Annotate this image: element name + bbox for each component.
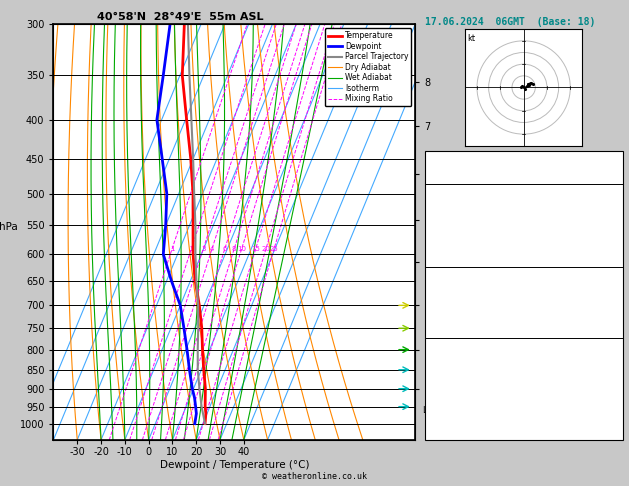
Text: 25: 25 [270,245,279,252]
Text: 1009: 1009 [600,280,621,290]
Text: StmDir: StmDir [427,375,459,384]
Text: 10: 10 [237,245,246,252]
Text: 1: 1 [170,245,174,252]
Text: CIN (J): CIN (J) [427,257,464,266]
Text: θₑ (K): θₑ (K) [427,292,459,301]
Text: LCL: LCL [422,406,438,415]
Text: Totals Totals: Totals Totals [427,162,496,172]
Text: 0: 0 [616,316,621,325]
Y-axis label: km
ASL: km ASL [435,221,454,243]
Text: K: K [427,151,432,160]
Text: 16.6: 16.6 [600,209,621,219]
Text: StmSpd (kt): StmSpd (kt) [427,387,485,396]
Text: -60: -60 [605,363,621,372]
Text: 0: 0 [616,257,621,266]
Text: 4: 4 [616,304,621,313]
Text: 8: 8 [232,245,237,252]
Title: 40°58'N  28°49'E  55m ASL: 40°58'N 28°49'E 55m ASL [97,12,264,22]
Legend: Temperature, Dewpoint, Parcel Trajectory, Dry Adiabat, Wet Adiabat, Isotherm, Mi: Temperature, Dewpoint, Parcel Trajectory… [325,28,411,106]
Text: 3: 3 [201,245,206,252]
Text: 0: 0 [616,245,621,254]
X-axis label: Dewpoint / Temperature (°C): Dewpoint / Temperature (°C) [160,460,309,469]
Text: 9: 9 [616,387,621,396]
Text: 32: 32 [610,162,621,172]
Text: 4: 4 [210,245,214,252]
Text: 5: 5 [616,151,621,160]
Text: Temp (°C): Temp (°C) [427,198,474,207]
Text: © weatheronline.co.uk: © weatheronline.co.uk [262,472,367,481]
Text: 20: 20 [262,245,270,252]
Text: 4: 4 [616,233,621,243]
Text: 327: 327 [605,222,621,230]
Text: 2: 2 [189,245,194,252]
Text: 15: 15 [251,245,260,252]
Text: 6: 6 [223,245,227,252]
Text: 1.95: 1.95 [600,174,621,183]
Text: Surface: Surface [505,186,542,195]
Text: Pressure (mb): Pressure (mb) [427,280,496,290]
Text: CIN (J): CIN (J) [427,328,464,337]
Text: 20.9: 20.9 [600,198,621,207]
Text: CAPE (J): CAPE (J) [427,316,469,325]
Text: θₑ(K): θₑ(K) [427,222,454,230]
Text: -88: -88 [605,351,621,360]
Text: Most Unstable: Most Unstable [489,269,558,278]
Text: CAPE (J): CAPE (J) [427,245,469,254]
Text: 327: 327 [605,292,621,301]
Text: Mixing Ratio (g/kg): Mixing Ratio (g/kg) [476,226,485,305]
Text: EH: EH [427,351,438,360]
Text: Lifted Index: Lifted Index [427,304,490,313]
Text: 17.06.2024  06GMT  (Base: 18): 17.06.2024 06GMT (Base: 18) [425,17,595,27]
Y-axis label: hPa: hPa [0,222,18,232]
Text: Hodograph: Hodograph [500,340,547,348]
Text: SREH: SREH [427,363,448,372]
Text: kt: kt [467,34,476,43]
Text: 0: 0 [616,328,621,337]
Text: 349°: 349° [600,375,621,384]
Text: Lifted Index: Lifted Index [427,233,490,243]
Text: Dewp (°C): Dewp (°C) [427,209,474,219]
Text: PW (cm): PW (cm) [427,174,464,183]
